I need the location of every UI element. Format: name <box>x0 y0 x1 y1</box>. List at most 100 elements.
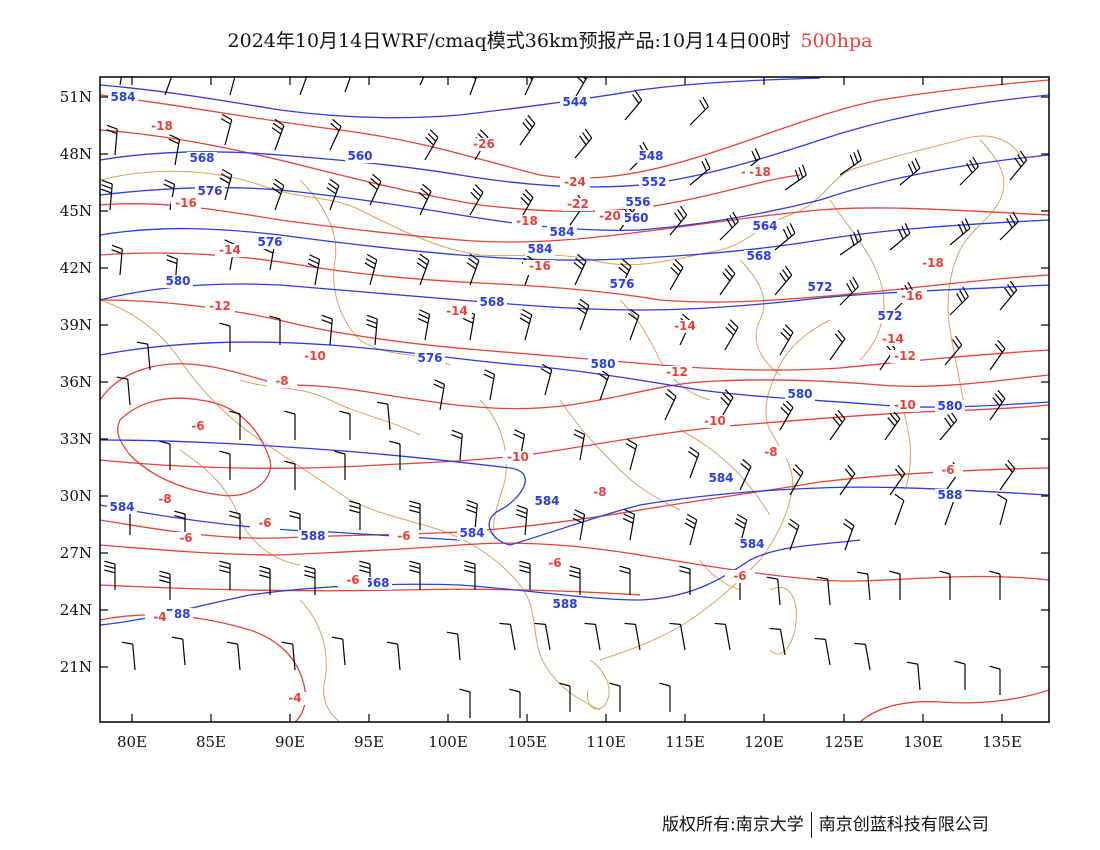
lon-label: 90E <box>275 733 305 751</box>
lat-label: 24N <box>60 601 92 619</box>
wind-barb <box>349 500 361 530</box>
height-label: 584 <box>739 537 764 551</box>
wind-barb <box>540 363 553 396</box>
height-label: 544 <box>562 95 587 109</box>
wind-barb <box>284 410 296 440</box>
wind-barb <box>226 641 241 671</box>
wind-barb <box>515 504 528 536</box>
height-label: 576 <box>609 277 634 291</box>
temperature-label: -6 <box>941 463 954 477</box>
lon-label: 115E <box>665 733 705 751</box>
temperature-label: -10 <box>507 450 529 464</box>
wind-barb <box>321 314 333 346</box>
wind-barb <box>889 223 911 251</box>
wind-barb <box>573 429 586 461</box>
wind-barb <box>839 464 856 496</box>
wind-barb <box>884 409 901 441</box>
height-label: 560 <box>347 149 372 163</box>
lon-label: 130E <box>903 733 943 751</box>
wind-barb <box>119 77 123 86</box>
temperature-label: -14 <box>219 243 241 257</box>
lat-label: 42N <box>60 259 92 277</box>
wind-barb <box>719 264 736 296</box>
wind-barb <box>624 90 643 121</box>
wind-barb <box>894 493 905 526</box>
wind-barb <box>419 77 425 86</box>
wind-barb <box>999 459 1016 491</box>
wind-barb <box>446 631 461 661</box>
wind-barb <box>1009 150 1028 181</box>
height-label: 576 <box>197 184 222 198</box>
temperature-label: -8 <box>275 374 288 388</box>
temperature-label: -6 <box>733 569 746 583</box>
height-label: 572 <box>877 309 902 323</box>
wind-barb <box>331 636 346 666</box>
temperature-label: -12 <box>666 365 688 379</box>
lat-label: 33N <box>60 430 92 448</box>
lat-label: 27N <box>60 544 92 562</box>
wind-barb <box>689 96 709 126</box>
lat-label: 21N <box>60 658 92 676</box>
wind-barb <box>989 389 1006 421</box>
copyright-left: 版权所有:南京大学 <box>662 815 804 835</box>
wind-barb <box>418 183 432 216</box>
wind-barb <box>625 438 638 471</box>
height-label: 576 <box>257 235 282 249</box>
height-label: 564 <box>752 219 777 233</box>
temperature-label: -8 <box>593 485 606 499</box>
wind-barb <box>714 622 731 651</box>
temperature-label: -6 <box>346 573 359 587</box>
wind-barb <box>519 308 533 341</box>
wind-barb <box>774 265 793 296</box>
lon-label: 85E <box>196 733 226 751</box>
wind-barb <box>386 641 401 671</box>
wind-barb <box>219 322 231 352</box>
lon-label: 105E <box>507 733 547 751</box>
height-label: 580 <box>590 357 615 371</box>
wind-barb <box>136 341 151 371</box>
height-label: 572 <box>807 280 832 294</box>
lon-label: 120E <box>744 733 784 751</box>
wind-barb <box>376 401 391 431</box>
wind-barb <box>628 308 640 341</box>
wind-barb <box>854 642 871 671</box>
wind-barb <box>989 665 1001 695</box>
wind-barb <box>829 329 846 361</box>
isotherms-layer <box>100 79 1049 722</box>
wind-barb <box>466 253 480 286</box>
temperature-label: -8 <box>764 445 777 459</box>
height-labels-layer: 584 544 560 568 548 552 576 556 560 584 564 584 568 5… <box>107 90 965 621</box>
wind-barb <box>989 570 1001 600</box>
wind-barb <box>719 211 739 241</box>
height-label: 584 <box>534 494 559 508</box>
temperature-label: -6 <box>191 419 204 433</box>
temperature-label: -10 <box>894 398 916 412</box>
wind-barb <box>784 164 807 191</box>
temperature-label: -6 <box>179 531 192 545</box>
wind-barb <box>368 173 382 206</box>
wind-barb <box>229 510 241 540</box>
wind-barb <box>944 335 963 366</box>
title-main: 2024年10月14日WRF/cmaq模式36km预报产品:10月14日00时 <box>227 30 791 52</box>
map-title: 2024年10月14日WRF/cmaq模式36km预报产品:10月14日00时 5… <box>0 26 1100 53</box>
height-label: 580 <box>787 387 812 401</box>
copyright-right: 南京创蓝科技有限公司 <box>818 815 989 835</box>
lon-label: 125E <box>824 733 864 751</box>
height-label: 584 <box>549 225 574 239</box>
wind-barb <box>424 129 439 161</box>
temperature-label: -16 <box>175 196 197 210</box>
temperature-label: -18 <box>922 256 944 270</box>
lat-label: 36N <box>60 373 92 391</box>
height-label: 568 <box>364 576 389 590</box>
wind-barb <box>159 440 171 470</box>
lon-label: 135E <box>982 733 1022 751</box>
height-label: 568 <box>746 249 771 263</box>
wind-barb <box>624 622 641 651</box>
wind-barb <box>326 178 340 211</box>
wind-barb <box>788 518 800 551</box>
wind-barb <box>679 565 691 595</box>
title-level: 500hpa <box>800 30 873 52</box>
wind-barb <box>814 637 831 666</box>
wind-barb <box>229 410 241 440</box>
wind-barb <box>271 118 285 151</box>
